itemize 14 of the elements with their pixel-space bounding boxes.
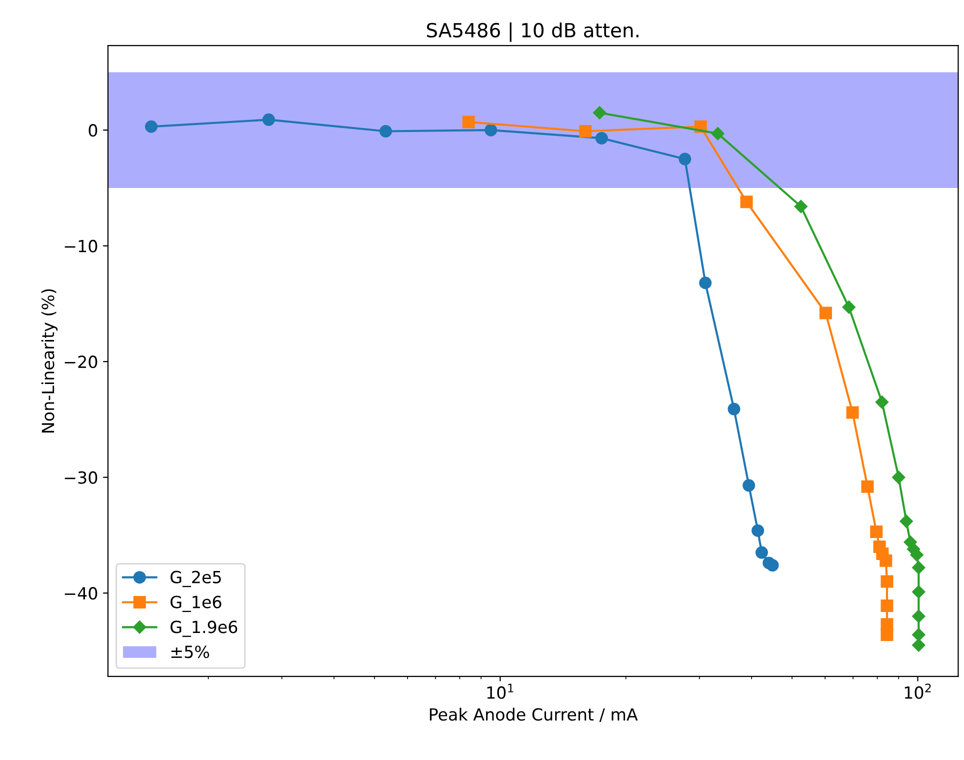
legend-label: G_1e6 xyxy=(170,596,222,612)
y-tick-label: −30 xyxy=(64,471,98,484)
y-axis-title: Non-Linearity (%) xyxy=(41,289,58,432)
legend-label: ±5% xyxy=(171,646,210,658)
x-axis-title: Peak Anode Current / mA xyxy=(430,708,638,722)
y-tick-label: −10 xyxy=(64,240,98,252)
x-tick-label: 10$^{1}$ xyxy=(487,684,514,699)
y-tick-label: −40 xyxy=(64,587,98,600)
y-tick-label: −20 xyxy=(64,356,98,368)
y-tick-label: 0 xyxy=(88,124,98,137)
legend-label: G_1.9e6 xyxy=(170,620,238,637)
chart-title: SA5486 | 10 dB atten. xyxy=(426,22,638,42)
legend-label: G_2e5 xyxy=(170,570,221,588)
x-tick-label: 10$^{2}$ xyxy=(904,684,931,699)
